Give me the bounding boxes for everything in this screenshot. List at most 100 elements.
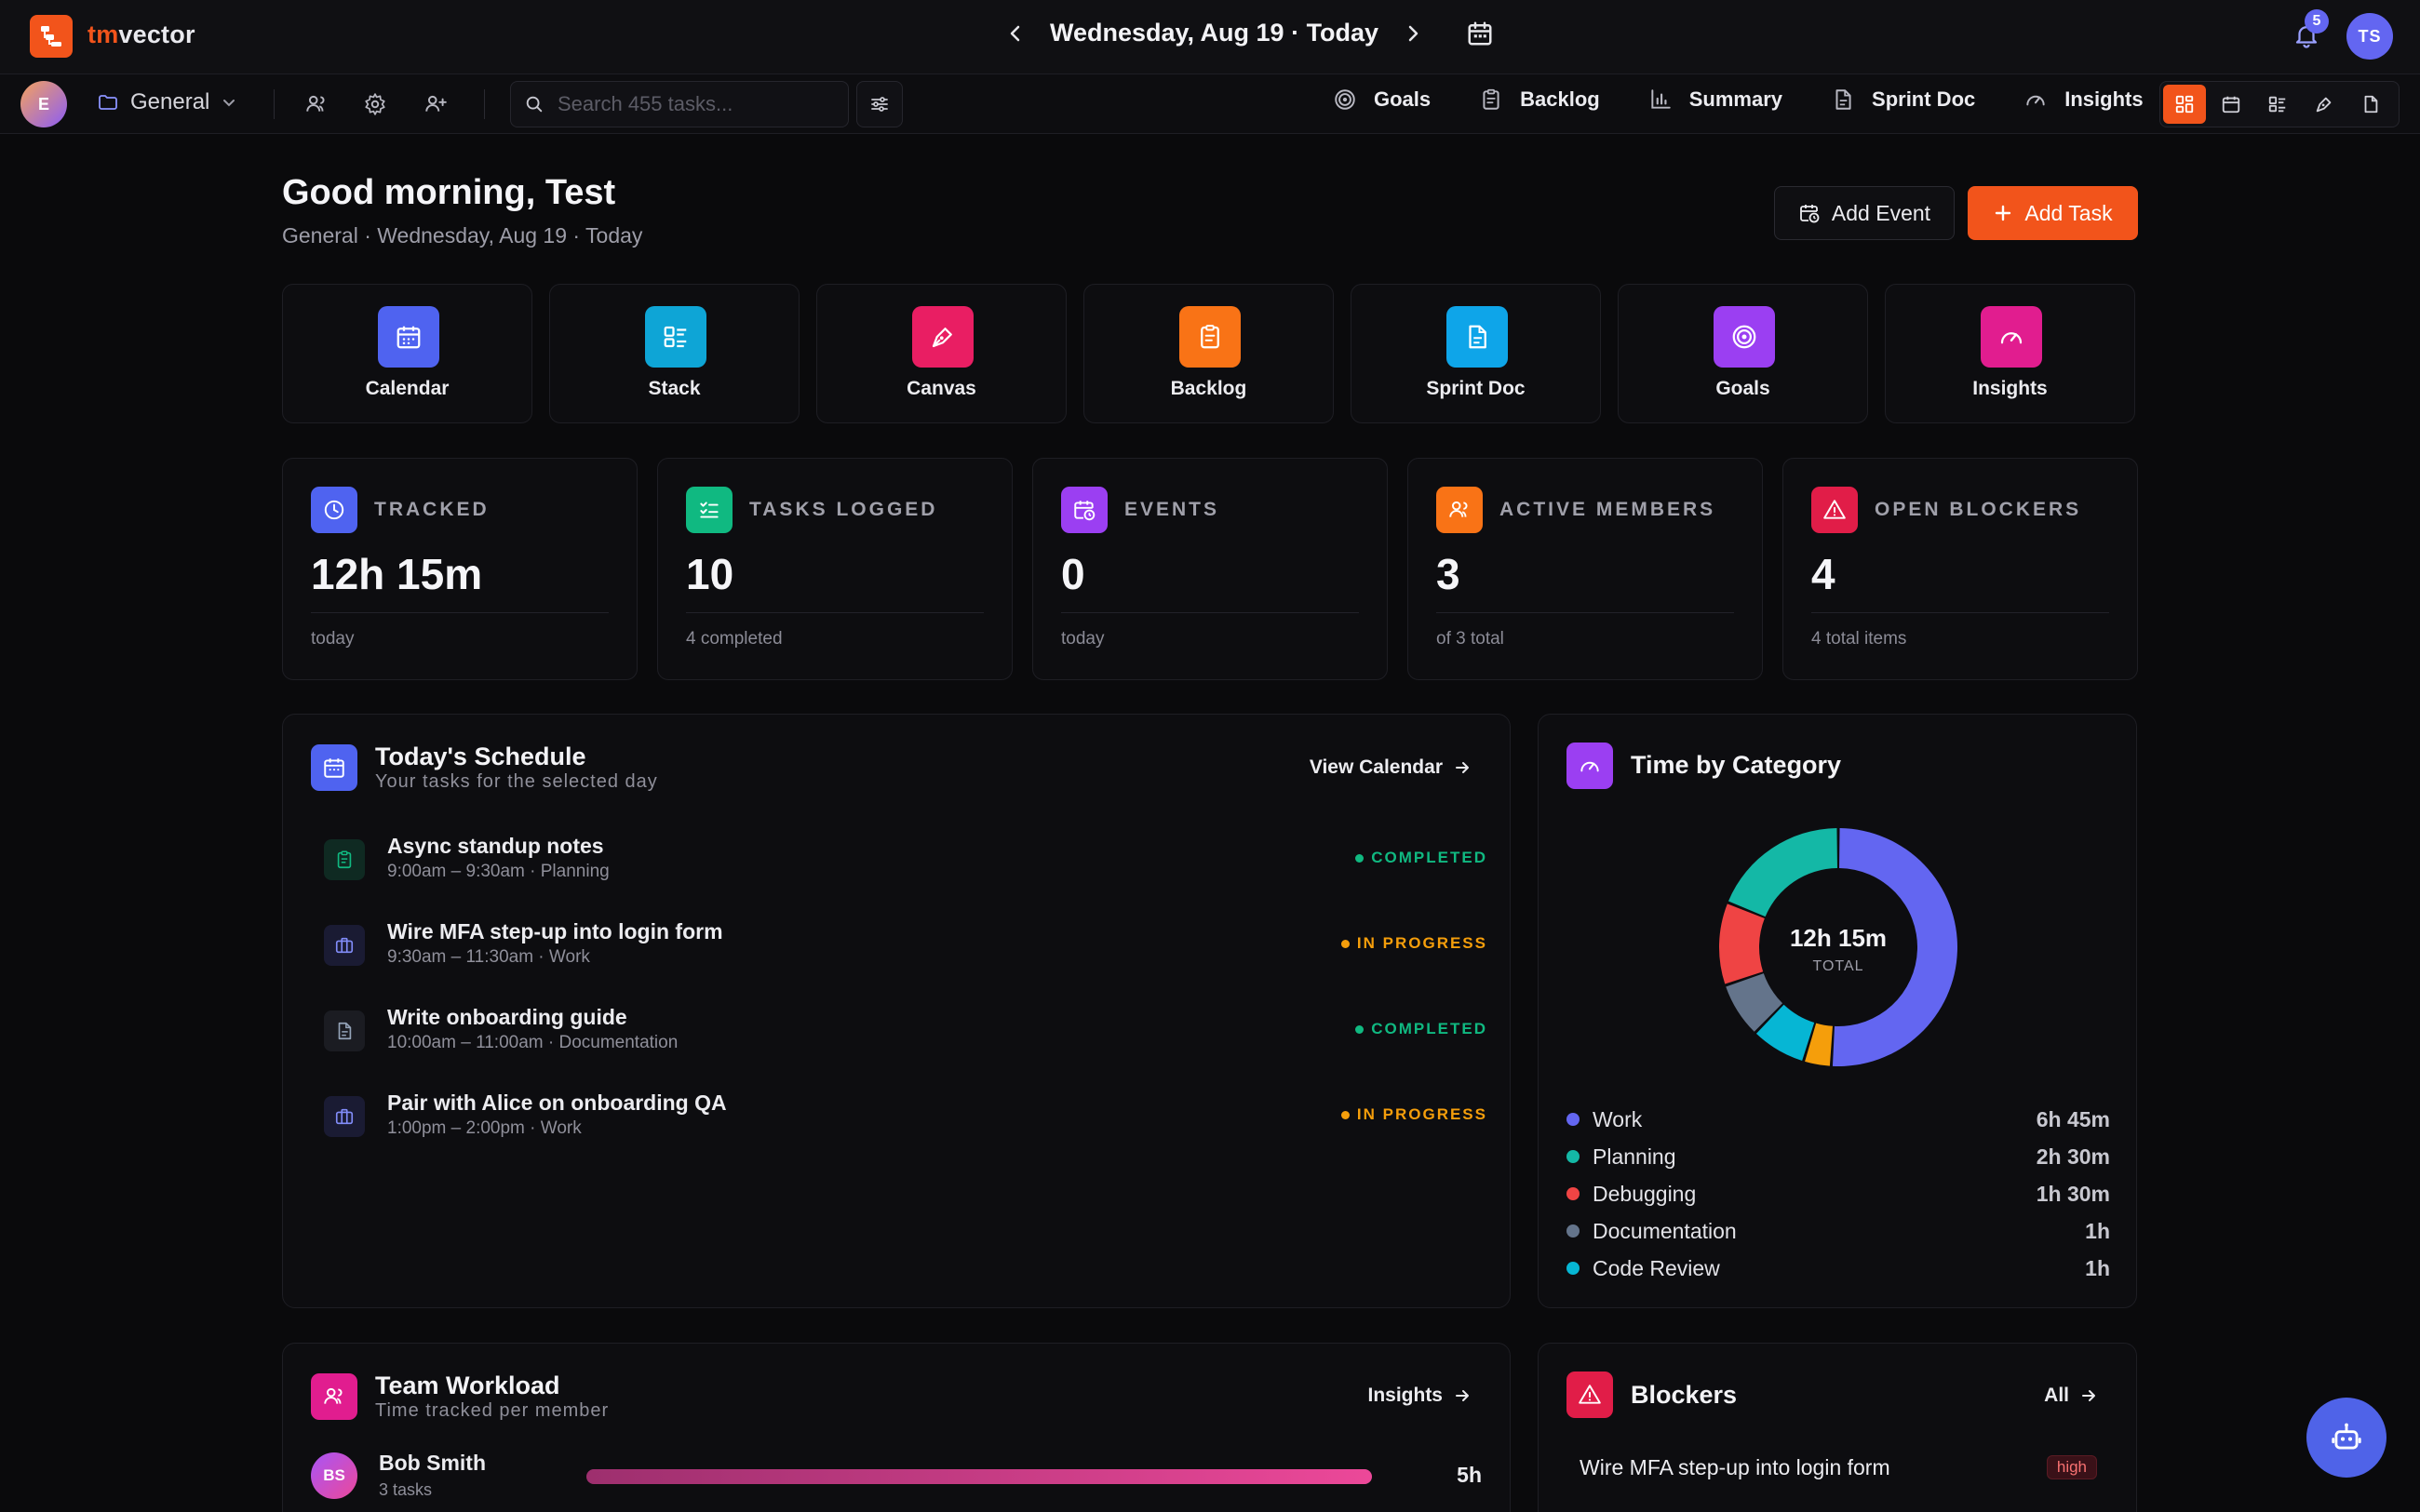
legend-name: Documentation — [1593, 1218, 1737, 1243]
robot-icon — [2329, 1420, 2364, 1455]
nav-goals[interactable]: Goals — [1333, 87, 1431, 112]
dashboard-view-icon[interactable] — [2163, 85, 2206, 124]
tile-canvas[interactable]: Canvas — [816, 284, 1067, 423]
members-icon[interactable] — [300, 89, 333, 119]
nav-backlog[interactable]: Backlog — [1479, 87, 1600, 112]
search-input[interactable] — [558, 92, 818, 116]
stat-subtext: 4 total items — [1811, 629, 1907, 649]
tile-insights[interactable]: Insights — [1885, 284, 2135, 423]
canvas-view-icon[interactable] — [2303, 85, 2346, 124]
insights-link[interactable]: Insights — [1367, 1385, 1471, 1407]
current-date[interactable]: Wednesday, Aug 19 · Today — [1050, 19, 1379, 47]
folder-icon — [97, 91, 119, 114]
calendar-picker-icon[interactable] — [1466, 20, 1494, 47]
workspace-avatar[interactable]: E — [20, 81, 67, 127]
workspace-selector[interactable]: General — [97, 89, 237, 115]
clipboard-icon — [1479, 87, 1503, 112]
workspace-name: General — [130, 89, 210, 114]
member-time: 5h — [1457, 1463, 1482, 1487]
legend-value: 6h 45m — [2036, 1106, 2110, 1131]
tile-stack[interactable]: Stack — [549, 284, 800, 423]
legend-swatch — [1566, 1224, 1580, 1238]
app-logo-icon[interactable] — [30, 15, 73, 58]
legend-swatch — [1566, 1113, 1580, 1126]
nav-sprint-doc[interactable]: Sprint Doc — [1831, 87, 1975, 112]
schedule-item-title: Write onboarding guide — [387, 1005, 627, 1029]
blockers-title: Blockers — [1631, 1381, 1738, 1409]
gauge-icon — [1566, 743, 1613, 789]
category-title: Time by Category — [1631, 751, 1842, 779]
legend-swatch — [1566, 1262, 1580, 1275]
stat-value: 3 — [1436, 550, 1460, 598]
member-name: Bob Smith — [379, 1451, 486, 1475]
stat-label: OPEN BLOCKERS — [1875, 499, 2082, 520]
tile-goals[interactable]: Goals — [1618, 284, 1868, 423]
schedule-item-time: 9:30am – 11:30am · Work — [387, 947, 590, 967]
gear-icon[interactable] — [358, 89, 392, 119]
assistant-bot-button[interactable] — [2306, 1398, 2386, 1478]
schedule-item[interactable]: Wire MFA step-up into login form 9:30am … — [324, 917, 1487, 973]
schedule-item-title: Async standup notes — [387, 834, 604, 858]
tile-backlog-label: Backlog — [1170, 378, 1247, 399]
donut-total-value: 12h 15m — [1789, 924, 1888, 952]
calendar-view-icon[interactable] — [2210, 85, 2252, 124]
blocker-title[interactable]: Wire MFA step-up into login form — [1580, 1455, 1890, 1479]
status-badge: IN PROGRESS — [1340, 1105, 1487, 1124]
calendar-icon — [378, 306, 439, 368]
chevron-right-icon[interactable] — [1403, 23, 1423, 44]
time-by-category-panel: Time by Category 12h 15m TOTAL Work 6h 45… — [1538, 714, 2137, 1308]
calendar-clock-icon — [1798, 202, 1821, 224]
brand-name[interactable]: tmvector — [87, 20, 195, 49]
stack-view-icon[interactable] — [2256, 85, 2299, 124]
user-avatar[interactable]: TS — [2346, 13, 2393, 60]
tile-calendar[interactable]: Calendar — [282, 284, 532, 423]
add-task-button[interactable]: Add Task — [1968, 186, 2138, 240]
add-event-label: Add Event — [1831, 200, 1931, 225]
workload-bar-track — [586, 1469, 1372, 1484]
nav-summary[interactable]: Summary — [1648, 87, 1782, 112]
doc-view-icon[interactable] — [2349, 85, 2392, 124]
tile-calendar-label: Calendar — [365, 378, 450, 399]
stat-value: 4 — [1811, 550, 1835, 598]
status-badge: IN PROGRESS — [1340, 934, 1487, 953]
clipboard-icon — [324, 839, 365, 880]
stat-tasks-logged: TASKS LOGGED 10 4 completed — [657, 458, 1013, 680]
donut-slice-debugging — [1719, 903, 1765, 984]
arrow-right-icon — [1454, 1387, 1471, 1404]
chevron-down-icon — [221, 94, 237, 111]
nav-insights[interactable]: Insights — [2023, 87, 2144, 112]
stack-icon — [645, 306, 706, 368]
brand-suffix: vector — [118, 20, 195, 48]
users-icon — [311, 1373, 357, 1420]
tile-sprint-doc[interactable]: Sprint Doc — [1351, 284, 1601, 423]
all-blockers-label: All — [2044, 1385, 2069, 1406]
donut-slice-work — [1832, 828, 1957, 1066]
member-avatar: BS — [311, 1452, 357, 1499]
schedule-item-time: 9:00am – 9:30am · Planning — [387, 862, 610, 881]
target-icon — [1333, 87, 1357, 112]
arrow-right-icon — [2080, 1387, 2097, 1404]
legend-value: 2h 30m — [2036, 1144, 2110, 1169]
view-calendar-link[interactable]: View Calendar — [1310, 756, 1471, 779]
add-event-button[interactable]: Add Event — [1774, 186, 1955, 240]
donut-slice-documentation — [1726, 973, 1783, 1032]
stat-subtext: of 3 total — [1436, 629, 1504, 649]
briefcase-icon — [324, 1096, 365, 1137]
legend-value: 1h — [2085, 1255, 2110, 1280]
toolbar-divider — [484, 89, 485, 119]
stat-subtext: today — [1061, 629, 1105, 649]
schedule-item[interactable]: Write onboarding guide 10:00am – 11:00am… — [324, 1003, 1487, 1059]
schedule-item[interactable]: Pair with Alice on onboarding QA 1:00pm … — [324, 1089, 1487, 1144]
add-user-icon[interactable] — [419, 89, 452, 119]
tile-canvas-label: Canvas — [907, 378, 976, 399]
plus-icon — [1993, 203, 2013, 223]
tile-backlog[interactable]: Backlog — [1083, 284, 1334, 423]
chevron-left-icon[interactable] — [1005, 23, 1026, 44]
filter-sliders-icon[interactable] — [856, 81, 903, 127]
tile-goals-label: Goals — [1715, 378, 1770, 399]
toolbar-divider — [274, 89, 275, 119]
legend-item: Debugging 1h 30m — [1566, 1180, 2110, 1208]
all-blockers-link[interactable]: All — [2044, 1385, 2097, 1407]
schedule-item[interactable]: Async standup notes 9:00am – 9:30am · Pl… — [324, 832, 1487, 888]
stat-value: 10 — [686, 550, 734, 598]
